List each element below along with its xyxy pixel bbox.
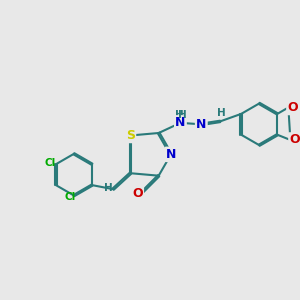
Text: N: N xyxy=(196,118,206,131)
Text: Cl: Cl xyxy=(44,158,56,168)
Text: H: H xyxy=(175,110,183,120)
Text: H: H xyxy=(217,108,226,118)
Text: Cl: Cl xyxy=(64,192,75,202)
Text: H: H xyxy=(103,183,112,193)
Text: N: N xyxy=(166,148,176,161)
Text: O: O xyxy=(290,134,300,146)
Text: O: O xyxy=(132,187,143,200)
Text: N: N xyxy=(175,116,186,129)
Text: S: S xyxy=(126,129,135,142)
Text: O: O xyxy=(287,101,298,114)
Text: H: H xyxy=(178,110,187,120)
